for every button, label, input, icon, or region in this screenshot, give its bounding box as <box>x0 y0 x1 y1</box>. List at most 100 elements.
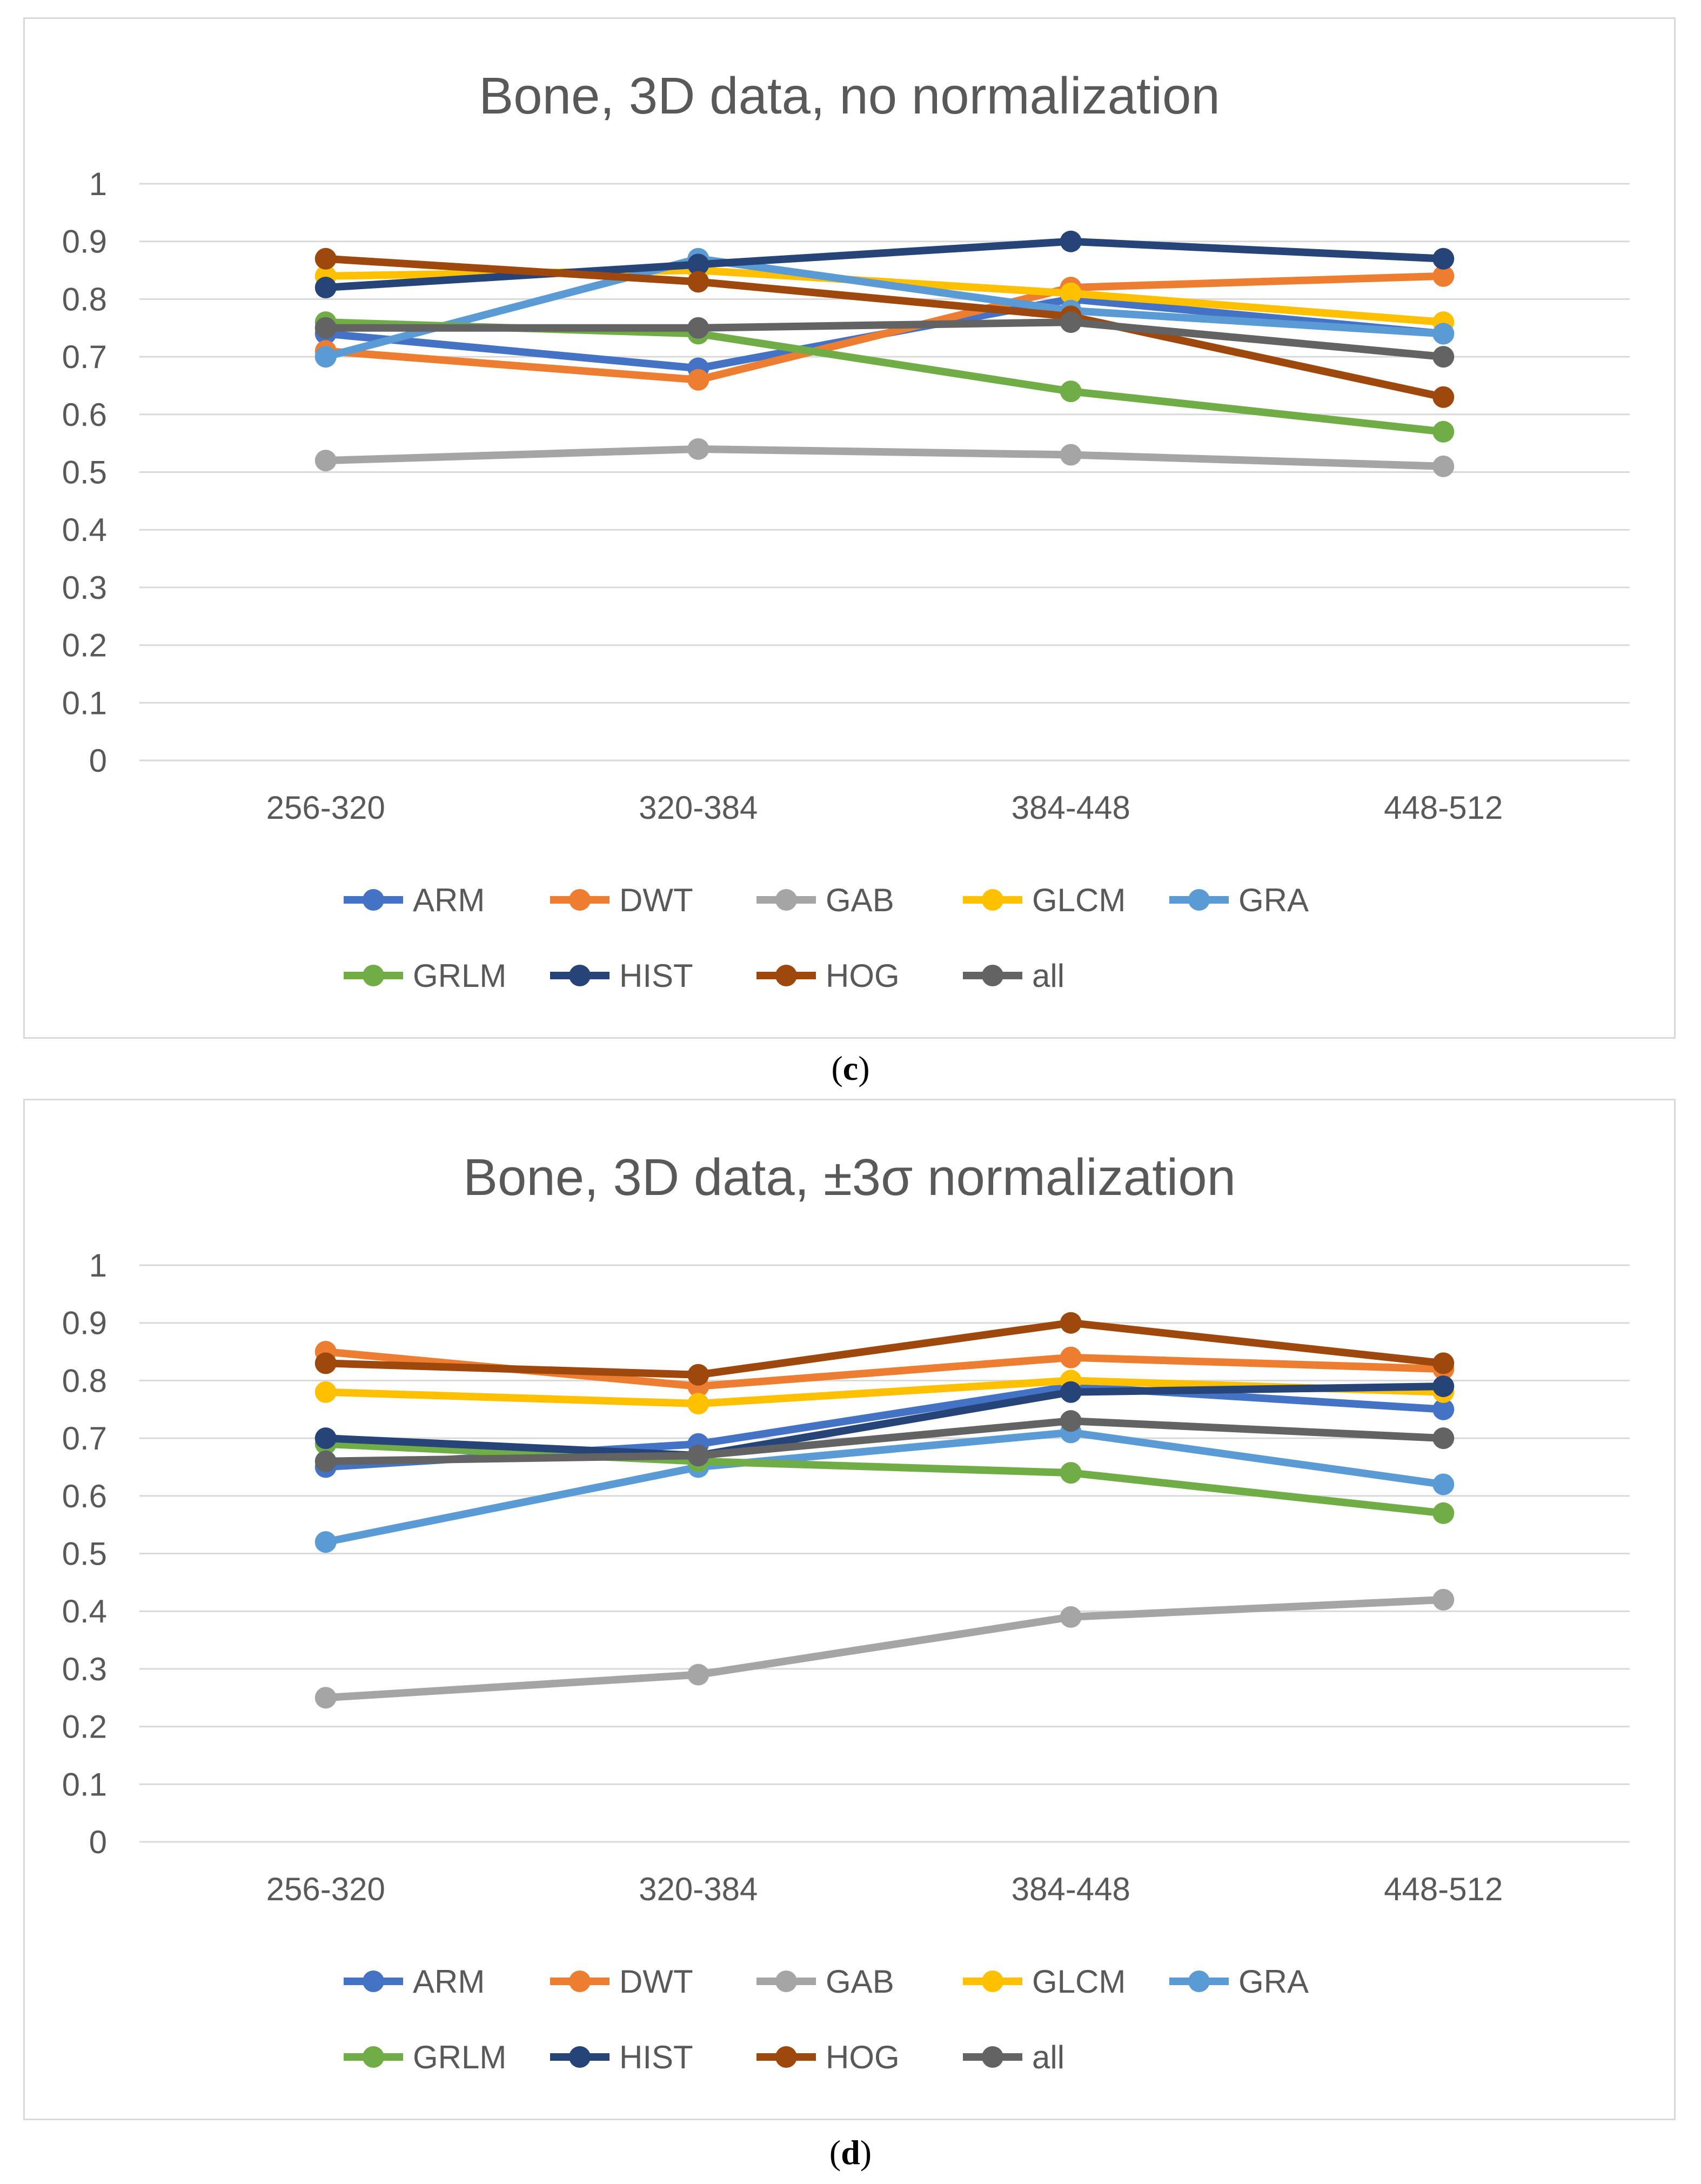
y-tick-label: 0.1 <box>62 685 107 721</box>
data-point <box>314 317 337 339</box>
y-tick-label: 0.7 <box>62 339 107 375</box>
legend-swatch-dot <box>569 1971 591 1992</box>
legend-item-hog: HOG <box>756 958 900 994</box>
data-point <box>1060 380 1082 403</box>
series-line <box>322 1440 1448 1517</box>
data-point <box>1060 1346 1082 1368</box>
data-point <box>687 1393 709 1415</box>
legend-label: GLCM <box>1032 882 1126 918</box>
y-tick-label: 0.3 <box>62 1651 107 1687</box>
data-point <box>1060 282 1082 304</box>
data-point <box>1060 1312 1082 1334</box>
data-point <box>1432 1588 1455 1611</box>
legend-item-gab: GAB <box>756 882 894 918</box>
data-point <box>314 1687 337 1709</box>
series-line <box>322 1595 1448 1702</box>
data-point <box>1432 1398 1455 1420</box>
series-line <box>322 237 1448 292</box>
data-point <box>1432 346 1455 368</box>
legend-label: HOG <box>826 958 900 994</box>
line-chart-c: Bone, 3D data, no normalization 0 0.1 0.2 0.… <box>62 67 1630 994</box>
legend-item-all: all <box>963 2039 1064 2075</box>
data-point <box>1432 455 1455 477</box>
legend-swatch-dot <box>363 1971 384 1992</box>
legend-swatch-dot <box>982 889 1003 911</box>
series-hist <box>314 230 1455 299</box>
legend-swatch-dot <box>569 965 591 986</box>
data-point <box>687 1664 709 1686</box>
legend-label: ARM <box>413 1963 485 2000</box>
series-gab <box>314 1588 1455 1709</box>
legend-item-gra: GRA <box>1169 1963 1309 2000</box>
y-tick-label: 0.9 <box>62 1305 107 1341</box>
legend-swatch-dot <box>982 965 1003 986</box>
data-point <box>1060 311 1082 333</box>
chart-c: Bone, 3D data, no normalization 0 0.1 0.2 0.… <box>23 17 1676 1039</box>
y-tick-label: 0 <box>89 743 107 779</box>
y-tick-label: 0.7 <box>62 1420 107 1457</box>
legend-swatch-dot <box>1188 1971 1210 1992</box>
data-point <box>314 248 337 270</box>
legend-swatch-dot <box>1188 889 1210 911</box>
legend-label: HIST <box>619 2039 693 2075</box>
x-tick-label: 320-384 <box>639 1871 758 1907</box>
data-point <box>314 1427 337 1450</box>
legend-label: HOG <box>826 2039 900 2075</box>
x-tick-label: 384-448 <box>1012 1871 1130 1907</box>
data-point <box>1432 1473 1455 1495</box>
legend-item-arm: ARM <box>344 1963 485 2000</box>
legend-label: all <box>1032 958 1064 994</box>
y-tick-label: 0.6 <box>62 397 107 433</box>
legend-swatch-dot <box>775 1971 797 1992</box>
data-point <box>1060 1381 1082 1403</box>
series-line <box>322 272 1448 384</box>
legend-swatch-dot <box>775 889 797 911</box>
series-line <box>322 1319 1448 1379</box>
legend-label: HIST <box>619 958 693 994</box>
panel-label-d: (d) <box>829 2133 872 2172</box>
legend-swatch-dot <box>363 2046 384 2068</box>
data-point <box>1060 1410 1082 1432</box>
series-line <box>322 255 1448 361</box>
legend-swatch-dot <box>982 1971 1003 1992</box>
legend-item-glcm: GLCM <box>963 1963 1126 2000</box>
series-all <box>314 1410 1455 1472</box>
legend-item-all: all <box>963 958 1064 994</box>
y-tick-label: 0.5 <box>62 455 107 491</box>
y-tick-label: 0.4 <box>62 1593 107 1629</box>
data-point <box>1060 230 1082 252</box>
data-point <box>314 277 337 299</box>
series-hog <box>314 1312 1455 1386</box>
legend-label: GRLM <box>413 2039 506 2075</box>
legend-swatch-dot <box>569 2046 591 2068</box>
legend-label: GRA <box>1238 1963 1309 2000</box>
series-line <box>322 1428 1448 1546</box>
data-point <box>1432 248 1455 270</box>
legend-item-grlm: GRLM <box>344 958 506 994</box>
series-all <box>314 311 1455 368</box>
legend-item-dwt: DWT <box>550 1963 693 2000</box>
data-point <box>687 1364 709 1386</box>
legend-swatch-dot <box>982 2046 1003 2068</box>
data-point <box>687 317 709 339</box>
legend-item-glcm: GLCM <box>963 882 1126 918</box>
x-tick-label: 448-512 <box>1384 1871 1503 1907</box>
data-point <box>1432 1375 1455 1398</box>
data-point <box>1060 1606 1082 1628</box>
data-point <box>687 1445 709 1467</box>
series-gab <box>314 438 1455 477</box>
data-point <box>314 1450 337 1472</box>
legend-label: DWT <box>619 1963 693 2000</box>
x-tick-label: 256-320 <box>266 790 385 826</box>
series-line <box>322 318 1448 361</box>
series-line <box>322 1382 1448 1460</box>
series-line <box>322 445 1448 470</box>
legend-item-grlm: GRLM <box>344 2039 506 2075</box>
data-point <box>314 1381 337 1403</box>
y-tick-label: 0.4 <box>62 512 107 548</box>
legend-item-hist: HIST <box>550 958 693 994</box>
y-tick-label: 0.9 <box>62 224 107 260</box>
legend-swatch-dot <box>363 889 384 911</box>
y-tick-label: 0.3 <box>62 570 107 606</box>
legend-label: GLCM <box>1032 1963 1126 2000</box>
